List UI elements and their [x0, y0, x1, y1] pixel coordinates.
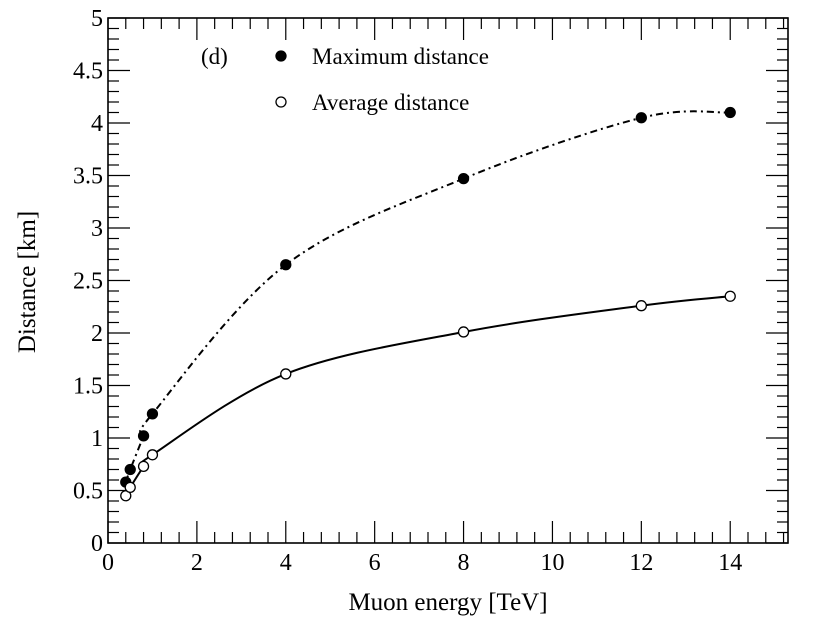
x-tick-label: 12: [629, 550, 653, 576]
y-tick-label: 5: [91, 6, 103, 32]
legend-marker-average: [275, 96, 287, 108]
x-tick-label: 0: [102, 550, 114, 576]
average-distance-curve: [124, 295, 731, 497]
average-distance-point: [724, 290, 736, 302]
panel-label: (d): [201, 44, 228, 69]
average-distance-point: [457, 326, 470, 338]
maximum-distance-point: [137, 430, 150, 442]
y-tick-label: 0.5: [73, 479, 103, 505]
x-tick-label: 14: [718, 550, 742, 576]
maximum-distance-point: [457, 172, 470, 185]
legend-marker-maximum: [275, 50, 287, 62]
average-distance-point: [635, 300, 647, 312]
x-tick-label: 8: [458, 550, 470, 576]
axis-tick-labels: 0 2 4 6 8 10 12 14 0 0.5 1 1.5 2 2.5 3 3.5 4 4.5 5: [73, 6, 742, 576]
maximum-distance-point: [635, 112, 647, 124]
x-tick-label: 10: [540, 550, 564, 576]
average-distance-point: [280, 368, 292, 380]
y-tick-label: 3.5: [73, 164, 103, 190]
maximum-distance-point: [146, 408, 159, 420]
x-tick-label: 6: [369, 550, 381, 576]
x-axis-title: Muon energy [TeV]: [348, 589, 547, 616]
average-distance-point: [137, 460, 150, 473]
x-tick-label: 2: [191, 550, 203, 576]
y-tick-label: 3: [91, 216, 103, 242]
y-tick-label: 2: [91, 321, 103, 347]
legend: Maximum distance Average distance: [275, 44, 489, 115]
average-distance-point: [124, 481, 136, 494]
y-tick-label: 4: [91, 111, 103, 137]
maximum-distance-point: [124, 463, 136, 476]
y-tick-label: 0: [91, 531, 103, 557]
series-points: [120, 106, 736, 502]
axis-ticks: [107, 17, 788, 544]
y-tick-label: 1.5: [73, 374, 103, 400]
x-tick-label: 4: [280, 550, 292, 576]
y-tick-label: 2.5: [73, 269, 103, 295]
maximum-distance-point: [724, 106, 736, 119]
legend-label-maximum: Maximum distance: [312, 44, 489, 69]
y-tick-label: 4.5: [73, 59, 103, 85]
y-axis-title: Distance [km]: [14, 211, 41, 353]
legend-label-average: Average distance: [312, 90, 469, 115]
average-distance-point: [146, 449, 159, 461]
y-tick-label: 1: [91, 426, 103, 452]
plot-frame: [107, 17, 789, 544]
maximum-distance-curve: [124, 110, 731, 483]
maximum-distance-point: [280, 259, 292, 271]
